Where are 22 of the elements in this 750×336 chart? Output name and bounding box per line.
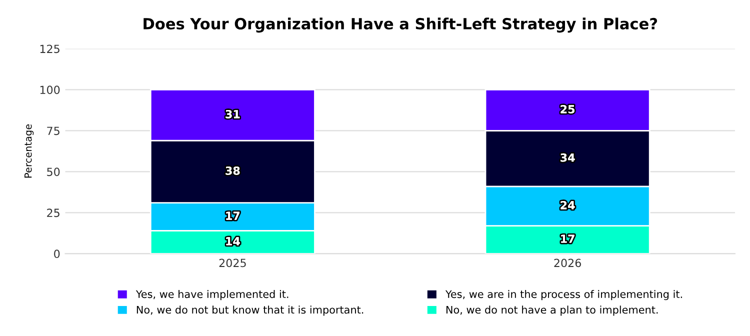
data-label: 31: [226, 110, 240, 118]
x-tick-label: 2026: [554, 258, 581, 268]
data-label: 38: [226, 166, 240, 175]
data-label: 34: [560, 153, 575, 162]
chart-title: Does Your Organization Have a Shift-Left Strategy in Place?: [144, 18, 658, 33]
y-tick-label: 100: [40, 86, 60, 94]
y-tick-label: 0: [54, 250, 60, 258]
data-label: 17: [226, 212, 240, 220]
data-label: 25: [560, 105, 575, 114]
data-label: 17: [561, 234, 574, 243]
data-label: 14: [226, 237, 240, 246]
y-tick-label: 75: [47, 126, 60, 136]
y-tick-label: 25: [47, 208, 60, 218]
legend-label: No, we do not but know that it is important.: [136, 306, 364, 316]
data-label: 24: [560, 200, 575, 210]
y-tick-label: 50: [47, 168, 60, 176]
legend-label: Yes, we are in the process of implementing it.: [445, 290, 682, 300]
legend-label: No, we do not have a plan to implement.: [446, 306, 658, 316]
y-axis-title: Percentage: [24, 124, 34, 178]
y-tick-label: 125: [40, 44, 60, 54]
x-tick-label: 2025: [219, 258, 246, 268]
legend-label: Yes, we have implemented it.: [136, 290, 288, 300]
